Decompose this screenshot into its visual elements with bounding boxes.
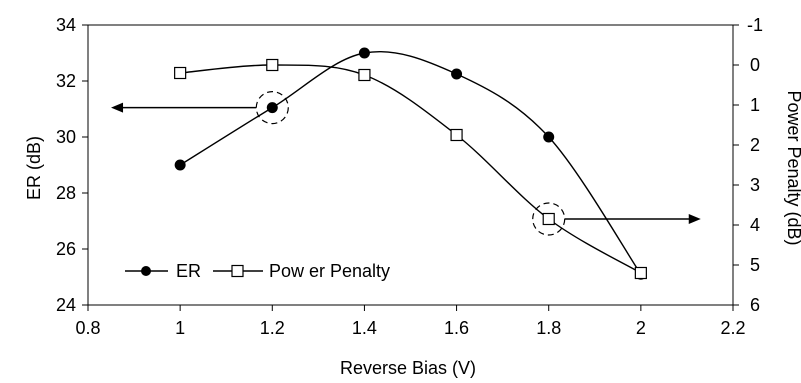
x-tick-label: 1 (175, 318, 185, 338)
er-point (451, 68, 463, 80)
y-axis-ticks: 24 26 28 30 32 34 (56, 15, 88, 315)
y2-tick-label: 6 (750, 295, 760, 315)
x-tick-label: 2.2 (720, 318, 745, 338)
y2-tick-label: 0 (750, 55, 760, 75)
y2-tick-label: 5 (750, 255, 760, 275)
power-penalty-point (450, 128, 463, 142)
y-tick-label: 30 (56, 127, 76, 147)
x-tick-label: 1.6 (444, 318, 469, 338)
x-tick-label: 0.8 (75, 318, 100, 338)
x-axis-title: Reverse Bias (V) (340, 358, 476, 378)
y-tick-label: 28 (56, 183, 76, 203)
legend-penalty-label: Pow er Penalty (269, 261, 390, 281)
power-penalty-point (634, 266, 647, 280)
legend-er-marker (141, 266, 151, 276)
y-tick-label: 34 (56, 15, 76, 35)
y2-tick-label: -1 (747, 15, 763, 35)
y-tick-label: 32 (56, 71, 76, 91)
x-tick-label: 1.4 (352, 318, 377, 338)
annotation-arrowhead (688, 214, 701, 224)
annotation-circle (255, 90, 289, 125)
y2-tick-label: 3 (750, 175, 760, 195)
x-tick-label: 1.2 (260, 318, 285, 338)
x-tick-label: 2 (636, 318, 646, 338)
power-penalty-point (174, 66, 187, 80)
legend-penalty-marker (231, 264, 244, 278)
power-penalty-point (266, 58, 279, 72)
plot-frame (87, 24, 734, 306)
y2-axis-ticks: -1 0 1 2 3 4 5 6 (733, 15, 763, 315)
plot-area-border (87, 24, 734, 306)
y-axis-title: ER (dB) (24, 136, 44, 200)
annotation-layer (111, 90, 701, 236)
series-line-power-penalty (180, 64, 642, 274)
y-tick-label: 24 (56, 295, 76, 315)
y-tick-label: 26 (56, 239, 76, 259)
er-point (174, 159, 186, 171)
x-tick-label: 1.8 (536, 318, 561, 338)
er-point (543, 131, 555, 143)
power-penalty-point (358, 68, 371, 82)
y2-tick-label: 4 (750, 215, 760, 235)
y2-axis-title: Power Penalty (dB) (784, 90, 801, 245)
series-layer (174, 47, 647, 280)
annotation-arrowhead (111, 102, 124, 113)
power-penalty-point (542, 212, 555, 226)
legend-er-label: ER (176, 261, 201, 281)
er-point (358, 47, 370, 59)
series-line-er (179, 50, 642, 275)
y2-tick-label: 2 (750, 135, 760, 155)
er-point (266, 102, 278, 114)
legend: ER Pow er Penalty (125, 261, 390, 281)
y2-tick-label: 1 (750, 95, 760, 115)
x-axis-ticks: 0.8 1 1.2 1.4 1.6 1.8 2 2.2 (75, 305, 746, 338)
